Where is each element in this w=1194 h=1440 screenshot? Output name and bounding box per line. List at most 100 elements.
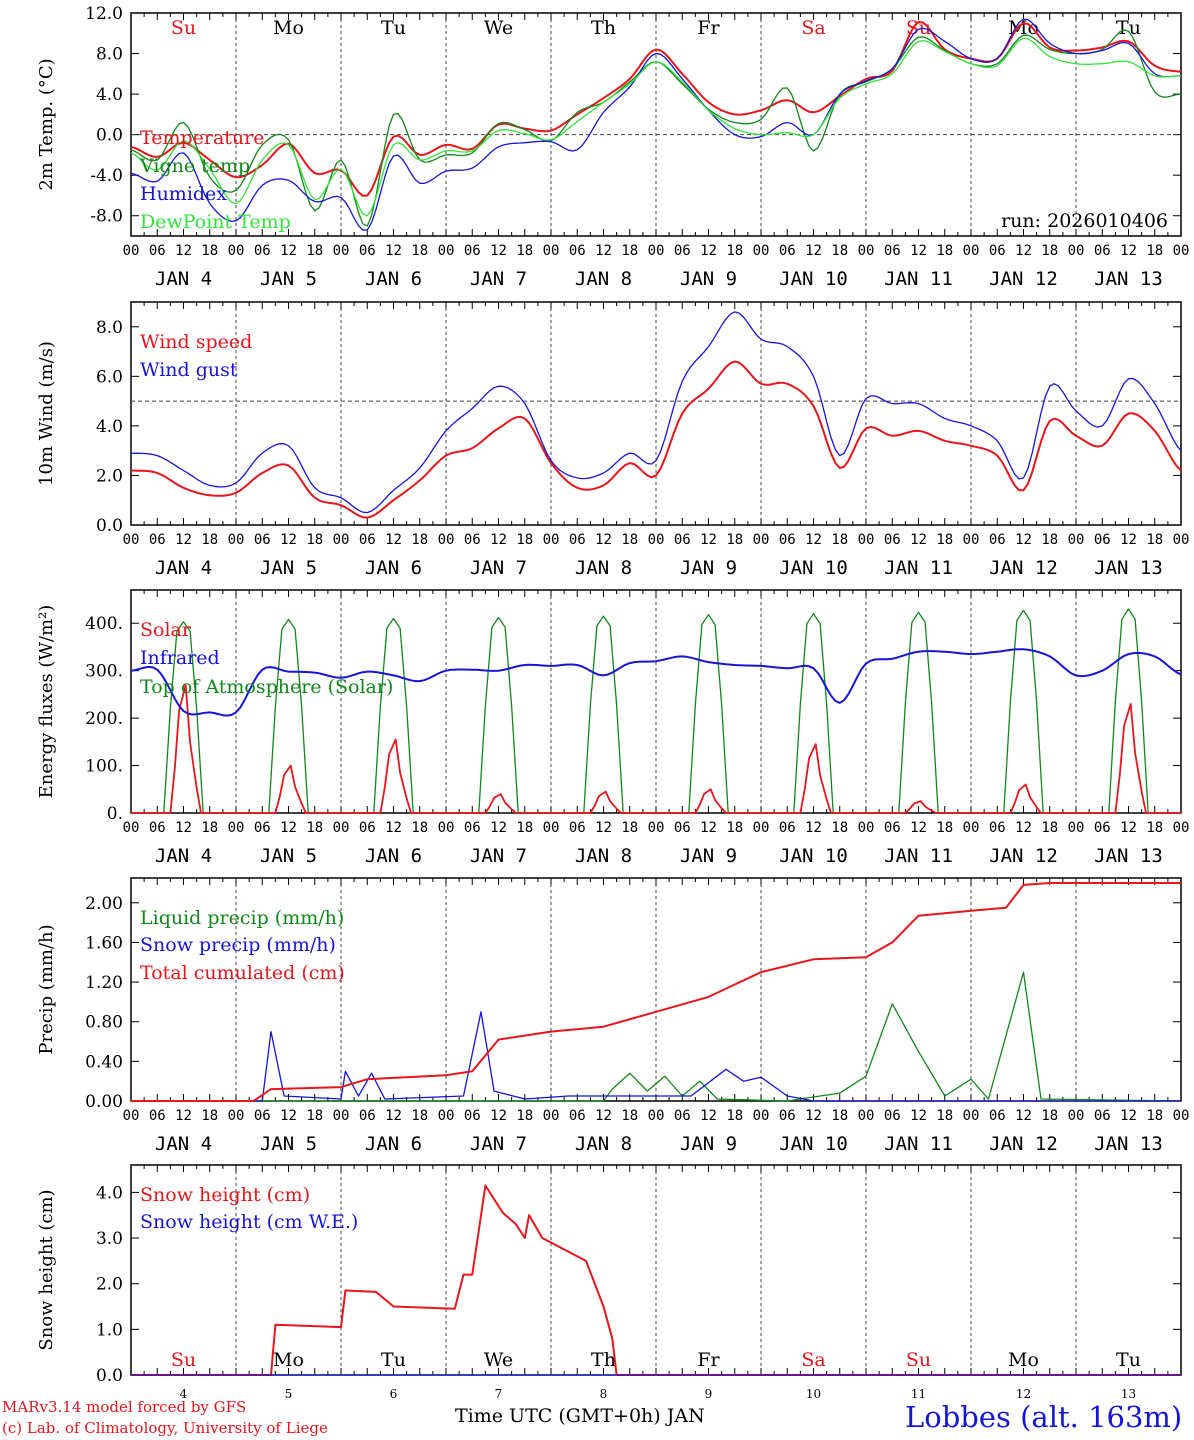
y-tick-label: 1.60 — [85, 933, 123, 953]
hour-tick-label: 06 — [254, 1108, 271, 1124]
hour-tick-label: 18 — [936, 532, 953, 548]
hour-tick-label: 00 — [753, 243, 770, 259]
hour-tick-label: 00 — [333, 532, 350, 548]
hour-tick-label: 06 — [779, 820, 796, 836]
hour-tick-label: 18 — [1041, 820, 1058, 836]
y-tick-label: 8.0 — [96, 318, 123, 338]
legend-entry: Solar — [140, 619, 192, 641]
hour-tick-label: 06 — [359, 820, 376, 836]
hour-tick-label: 18 — [936, 243, 953, 259]
hour-tick-label: 06 — [779, 243, 796, 259]
hour-tick-label: 00 — [438, 532, 455, 548]
weekday-label: We — [484, 17, 513, 39]
legend-entry: Liquid precip (mm/h) — [140, 907, 344, 929]
hour-tick-label: 06 — [149, 820, 166, 836]
hour-tick-label: 00 — [753, 820, 770, 836]
hour-tick-label: 12 — [910, 243, 927, 259]
weekday-label: Tu — [1116, 17, 1141, 39]
legend-entry: Snow height (cm) — [140, 1184, 310, 1206]
date-label: JAN 11 — [884, 268, 953, 290]
legend-entry: Infrared — [140, 647, 220, 669]
hour-tick-label: 12 — [280, 1108, 297, 1124]
hour-tick-label: 00 — [333, 1108, 350, 1124]
humidex-line — [130, 18, 1182, 231]
hour-tick-label: 18 — [1146, 1108, 1163, 1124]
date-label: JAN 9 — [680, 268, 737, 290]
hour-tick-label: 06 — [674, 1108, 691, 1124]
hour-tick-label: 06 — [569, 532, 586, 548]
hour-tick-label: 00 — [123, 1108, 140, 1124]
date-label: JAN 4 — [155, 845, 212, 867]
hour-tick-label: 18 — [831, 243, 848, 259]
hour-tick-label: 18 — [726, 820, 743, 836]
hour-tick-label: 12 — [490, 820, 507, 836]
date-label: JAN 10 — [779, 557, 848, 579]
station-label: Lobbes (alt. 163m) — [905, 1400, 1183, 1434]
hour-tick-label: 06 — [884, 243, 901, 259]
hour-tick-label: 00 — [1173, 1108, 1190, 1124]
y-tick-label: 2.0 — [96, 1275, 123, 1295]
date-label: JAN 12 — [989, 557, 1058, 579]
y-tick-label: 0.80 — [85, 1013, 123, 1033]
date-label: JAN 6 — [365, 1133, 422, 1155]
date-label: JAN 13 — [1094, 268, 1163, 290]
hour-tick-label: 00 — [123, 243, 140, 259]
model-credit: MARv3.14 model forced by GFS — [2, 1398, 247, 1416]
hour-tick-label: 12 — [1120, 243, 1137, 259]
y-tick-label: 400. — [85, 614, 123, 634]
date-label: JAN 12 — [989, 845, 1058, 867]
hour-tick-label: 12 — [280, 820, 297, 836]
hour-tick-label: 00 — [333, 820, 350, 836]
hour-tick-label: 06 — [989, 820, 1006, 836]
wind-gust-line — [130, 311, 1182, 514]
date-label: JAN 9 — [680, 1133, 737, 1155]
hour-tick-label: 12 — [805, 243, 822, 259]
hour-tick-label: 12 — [595, 1108, 612, 1124]
weekday-label: Tu — [381, 1349, 406, 1371]
hour-tick-label: 00 — [1068, 1108, 1085, 1124]
y-tick-label: 3.0 — [96, 1229, 123, 1249]
hour-tick-label: 00 — [1173, 820, 1190, 836]
hour-tick-label: 06 — [359, 243, 376, 259]
hour-tick-label: 18 — [621, 820, 638, 836]
liquid-precip-mm-h--line — [131, 971, 1182, 1102]
hour-tick-label: 00 — [543, 1108, 560, 1124]
hour-tick-label: 12 — [595, 243, 612, 259]
legend-entry: Vigne temp — [139, 155, 250, 177]
hour-tick-label: 06 — [884, 820, 901, 836]
date-label: JAN 13 — [1094, 845, 1163, 867]
hour-tick-label: 12 — [1120, 532, 1137, 548]
legend-entry: Wind gust — [140, 359, 238, 381]
hour-tick-label: 06 — [149, 243, 166, 259]
day-number-label: 6 — [390, 1387, 398, 1401]
hour-tick-label: 18 — [516, 820, 533, 836]
hour-tick-label: 18 — [1041, 532, 1058, 548]
legend-entry: Top of Atmosphere (Solar) — [140, 676, 393, 698]
date-label: JAN 4 — [155, 557, 212, 579]
hour-tick-label: 18 — [1146, 820, 1163, 836]
weekday-label: Su — [906, 1349, 931, 1371]
day-number-label: 8 — [600, 1387, 608, 1401]
date-label: JAN 7 — [470, 557, 527, 579]
y-tick-label: 300. — [85, 662, 123, 682]
solar-line — [131, 684, 1181, 814]
hour-tick-label: 18 — [621, 243, 638, 259]
hour-tick-label: 12 — [910, 820, 927, 836]
date-label: JAN 10 — [779, 268, 848, 290]
hour-tick-label: 00 — [858, 1108, 875, 1124]
hour-tick-label: 00 — [438, 243, 455, 259]
hour-tick-label: 00 — [753, 1108, 770, 1124]
y-tick-label: 200. — [85, 709, 123, 729]
plot-frame-wind — [130, 301, 1182, 526]
hour-tick-label: 12 — [175, 243, 192, 259]
y-tick-label: 0.0 — [96, 516, 123, 536]
hour-tick-label: 18 — [1146, 243, 1163, 259]
hour-tick-label: 00 — [963, 1108, 980, 1124]
date-label: JAN 12 — [989, 1133, 1058, 1155]
date-label: JAN 5 — [260, 268, 317, 290]
date-label: JAN 6 — [365, 557, 422, 579]
hour-tick-label: 12 — [175, 1108, 192, 1124]
hour-tick-label: 18 — [1146, 532, 1163, 548]
date-label: JAN 8 — [575, 1133, 632, 1155]
hour-tick-label: 18 — [201, 243, 218, 259]
